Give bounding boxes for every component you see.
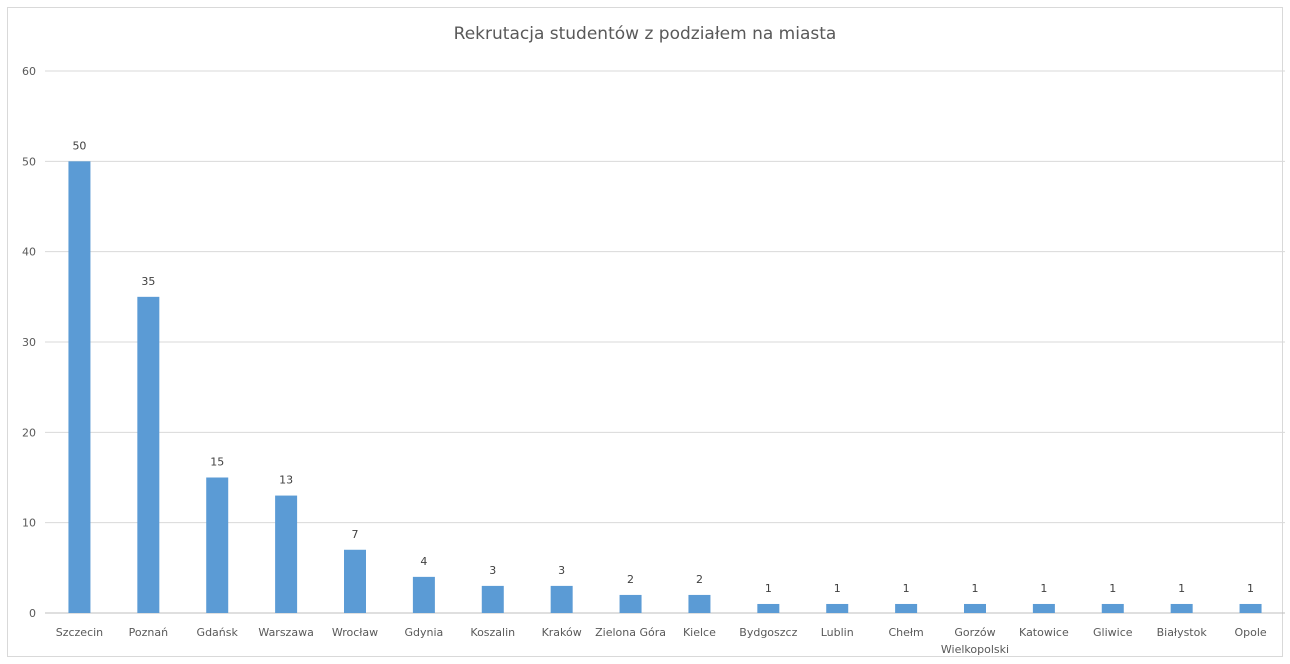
y-tick-label: 10: [22, 517, 36, 530]
x-tick-label: Lublin: [821, 626, 854, 639]
bar: [1101, 603, 1124, 613]
x-tick-label: Koszalin: [470, 626, 515, 639]
x-tick-label: Chełm: [888, 626, 923, 639]
x-tick-label: Warszawa: [258, 626, 313, 639]
data-label: 2: [696, 573, 703, 586]
data-label: 1: [1247, 582, 1254, 595]
y-tick-label: 30: [22, 336, 36, 349]
y-tick-label: 60: [22, 65, 36, 78]
data-label: 13: [279, 474, 293, 487]
y-tick-label: 40: [22, 246, 36, 259]
data-label: 2: [627, 573, 634, 586]
bar: [1239, 603, 1262, 613]
chart-title: Rekrutacja studentów z podziałem na mias…: [453, 24, 837, 44]
bar: [344, 549, 366, 613]
x-tick-label: Białystok: [1157, 626, 1208, 639]
data-label: 1: [1040, 582, 1047, 595]
x-tick-label: Wielkopolski: [941, 643, 1009, 656]
y-tick-label: 50: [22, 155, 36, 168]
x-tick-label: Katowice: [1019, 626, 1069, 639]
data-label: 1: [1178, 582, 1185, 595]
x-tick-label: Wrocław: [332, 626, 378, 639]
bar: [688, 594, 711, 613]
bar: [1170, 603, 1193, 613]
bar: [1032, 603, 1055, 613]
data-label: 15: [210, 456, 224, 469]
bar: [275, 495, 298, 613]
bar: [826, 603, 849, 613]
x-tick-label: Opole: [1234, 626, 1266, 639]
x-tick-label: Kraków: [542, 626, 582, 639]
bar: [895, 603, 918, 613]
bar: [757, 603, 780, 613]
data-label: 50: [72, 139, 86, 152]
data-label: 1: [834, 582, 841, 595]
bar: [619, 594, 642, 613]
x-tick-label: Gliwice: [1093, 626, 1133, 639]
data-label: 7: [352, 528, 359, 541]
x-tick-label: Poznań: [129, 626, 168, 639]
data-label: 1: [1109, 582, 1116, 595]
data-label: 35: [141, 275, 155, 288]
data-label: 3: [489, 564, 496, 577]
bar: [412, 576, 435, 613]
data-label: 4: [420, 555, 427, 568]
y-tick-label: 0: [29, 607, 36, 620]
data-label: 3: [558, 564, 565, 577]
bar: [137, 296, 160, 613]
y-tick-label: 20: [22, 426, 36, 439]
x-tick-label: Szczecin: [56, 626, 103, 639]
bar: [206, 477, 229, 613]
bar: [964, 603, 986, 613]
data-label: 1: [903, 582, 910, 595]
x-tick-label: Bydgoszcz: [739, 626, 797, 639]
bar: [550, 585, 573, 613]
data-label: 1: [765, 582, 772, 595]
x-tick-label: Gdynia: [404, 626, 443, 639]
data-label: 1: [972, 582, 979, 595]
x-tick-label: Kielce: [683, 626, 716, 639]
x-tick-label: Gorzów: [954, 626, 995, 639]
x-tick-label: Gdańsk: [197, 626, 239, 639]
bar: [481, 585, 504, 613]
x-tick-label: Zielona Góra: [595, 626, 666, 639]
bar: [68, 161, 91, 614]
